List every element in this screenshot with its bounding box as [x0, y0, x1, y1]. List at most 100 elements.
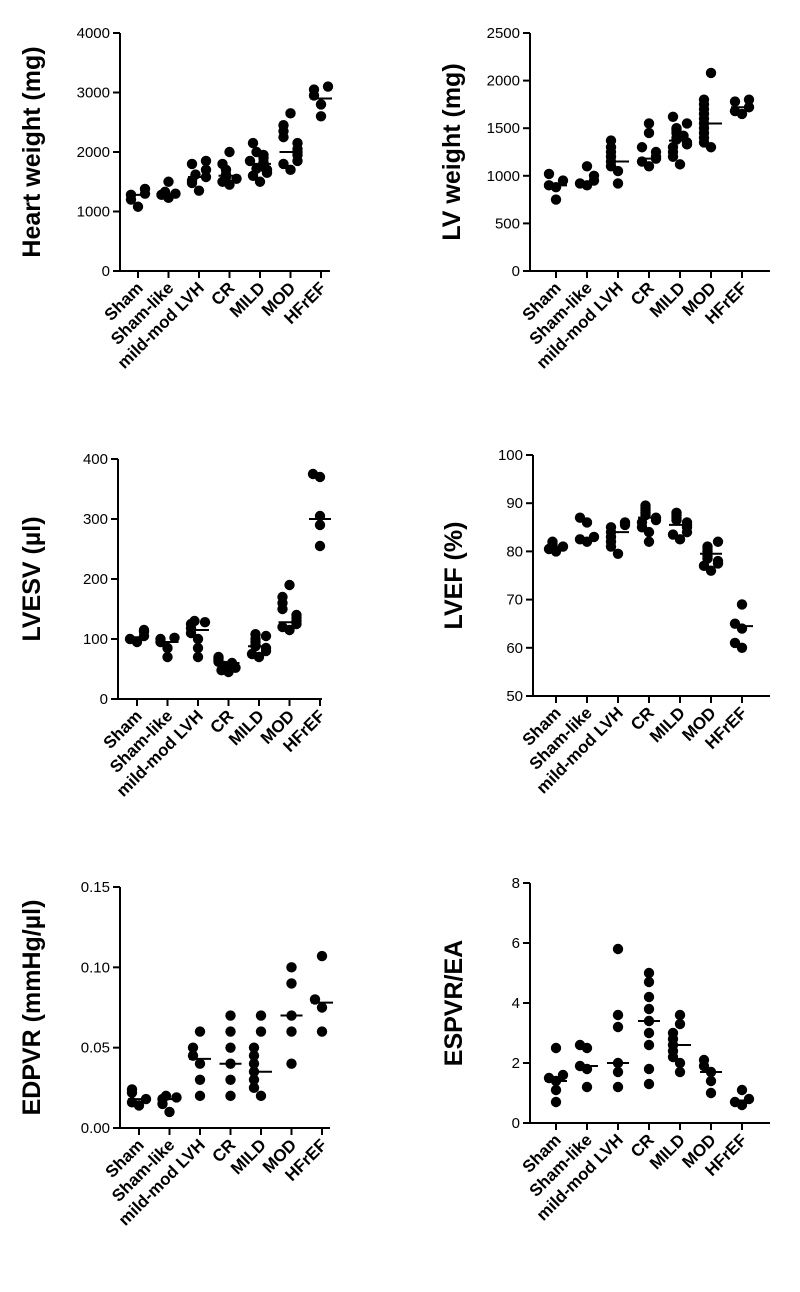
- y-tick-label: 200: [83, 571, 108, 588]
- data-point: [743, 1093, 755, 1105]
- data-point: [213, 651, 224, 663]
- data-point: [285, 164, 296, 176]
- data-point: [186, 158, 198, 170]
- data-point: [671, 123, 682, 134]
- data-point: [643, 1003, 655, 1015]
- data-point: [674, 1018, 686, 1030]
- data-point: [612, 548, 624, 560]
- data-point: [612, 1021, 624, 1033]
- data-point: [316, 950, 328, 962]
- data-point: [199, 617, 211, 628]
- data-point: [643, 1078, 655, 1090]
- data-point: [189, 615, 200, 627]
- data-point: [550, 194, 562, 205]
- data-point: [729, 105, 741, 117]
- data-point: [636, 142, 648, 153]
- data-point: [225, 1074, 236, 1086]
- x-category-label: MILD: [646, 278, 689, 321]
- y-tick-label: 2000: [77, 144, 110, 161]
- data-point: [643, 127, 655, 139]
- data-point: [619, 517, 631, 528]
- y-tick-label: 4: [512, 995, 520, 1012]
- data-point: [640, 500, 651, 511]
- data-point: [286, 1026, 297, 1037]
- x-category-label: MILD: [226, 278, 269, 321]
- data-point: [225, 1010, 236, 1021]
- x-category-label: MILD: [646, 703, 689, 746]
- data-point: [248, 1082, 260, 1094]
- data-point: [316, 1026, 328, 1037]
- y-tick-label: 6: [512, 935, 520, 952]
- data-point: [314, 540, 326, 552]
- y-axis-title: Heart weight (mg): [18, 46, 46, 257]
- data-point: [194, 1090, 206, 1102]
- data-point: [643, 1063, 655, 1075]
- data-point: [712, 555, 724, 567]
- data-point: [605, 522, 617, 533]
- data-point: [277, 621, 288, 633]
- data-point: [163, 176, 174, 187]
- data-point: [667, 529, 679, 540]
- y-tick-label: 100: [83, 631, 108, 648]
- data-point: [550, 1096, 562, 1108]
- y-tick-label: 0: [100, 691, 108, 708]
- data-point: [164, 1106, 175, 1118]
- data-point: [612, 1081, 624, 1093]
- data-point: [581, 161, 593, 172]
- data-point: [200, 155, 212, 167]
- data-point: [705, 67, 717, 79]
- data-point: [138, 624, 150, 636]
- data-point: [308, 84, 320, 95]
- data-point: [743, 94, 755, 105]
- data-point: [729, 618, 741, 629]
- data-point: [674, 1009, 686, 1021]
- data-point: [315, 99, 327, 110]
- y-tick-label: 1000: [77, 204, 110, 221]
- data-point: [277, 591, 288, 603]
- data-point: [248, 1050, 260, 1061]
- data-point: [729, 96, 741, 107]
- data-point: [169, 632, 180, 643]
- data-point: [132, 201, 144, 212]
- data-point: [574, 1039, 586, 1051]
- data-point: [190, 169, 201, 180]
- data-point: [225, 1090, 236, 1102]
- y-tick-label: 80: [506, 543, 523, 560]
- data-point: [315, 111, 327, 122]
- y-tick-label: 8: [512, 875, 520, 892]
- data-point: [292, 137, 303, 149]
- y-tick-label: 0.15: [81, 879, 110, 896]
- data-point: [187, 1042, 199, 1053]
- y-tick-label: 2000: [487, 73, 520, 90]
- data-point: [217, 158, 228, 170]
- data-point: [543, 168, 555, 180]
- data-point: [225, 1042, 236, 1053]
- y-tick-label: 2500: [487, 25, 520, 42]
- y-tick-label: 100: [498, 447, 523, 464]
- data-point: [605, 135, 617, 146]
- data-point: [251, 146, 262, 158]
- y-tick-label: 300: [83, 511, 108, 528]
- data-point: [550, 1084, 562, 1096]
- data-point: [712, 536, 724, 547]
- data-point: [643, 1027, 655, 1039]
- data-point: [314, 519, 326, 531]
- data-point: [643, 1039, 655, 1051]
- data-point: [557, 175, 569, 186]
- data-point: [124, 633, 136, 645]
- x-category-label: MILD: [227, 1135, 270, 1178]
- data-point: [260, 630, 272, 642]
- data-point: [643, 976, 655, 988]
- data-point: [674, 1066, 686, 1078]
- data-point: [547, 536, 558, 547]
- data-point: [291, 609, 302, 621]
- data-point: [278, 158, 289, 170]
- y-axis-title: EDPVR (mmHg/µl): [18, 900, 46, 1116]
- data-point: [248, 1074, 260, 1086]
- y-tick-label: 1500: [487, 120, 520, 137]
- data-point: [162, 642, 173, 654]
- y-tick-label: 0: [512, 1115, 520, 1132]
